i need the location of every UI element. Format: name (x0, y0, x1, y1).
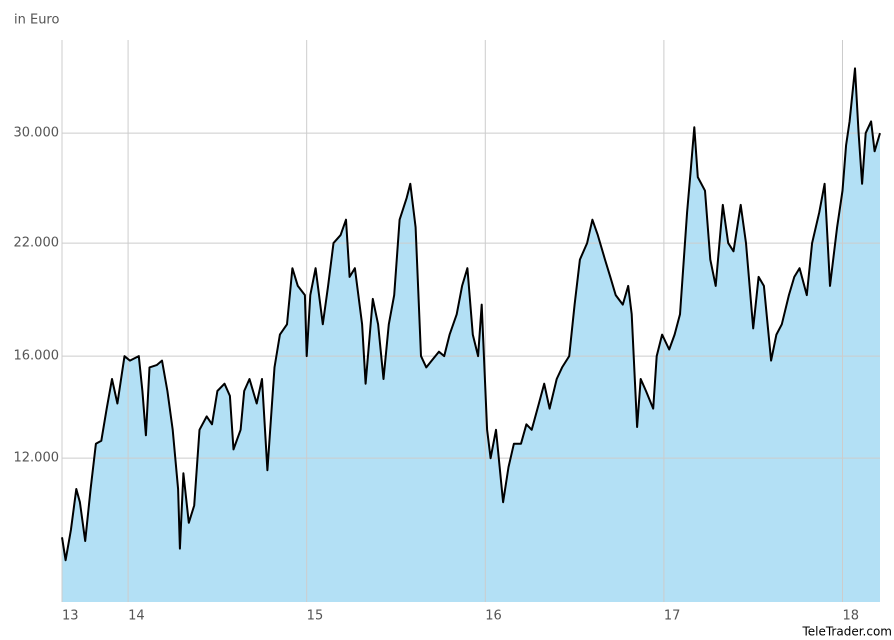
x-tick-label: 17 (664, 609, 681, 624)
y-tick-label: 22.000 (14, 236, 60, 251)
area-fill (62, 68, 880, 602)
x-tick-label: 14 (128, 609, 145, 624)
y-tick-label: 16.000 (14, 349, 60, 364)
x-tick-label: 18 (842, 609, 859, 624)
price-line (61, 67, 881, 562)
y-tick-label: 30.000 (14, 126, 60, 141)
credit: TeleTrader.com (801, 625, 892, 639)
axis-label: in Euro (14, 13, 59, 28)
x-tick-label: 16 (485, 609, 502, 624)
x-tick-label: 15 (307, 609, 324, 624)
y-tick-label: 12.000 (14, 451, 60, 466)
x-tick-label: 13 (62, 609, 79, 624)
